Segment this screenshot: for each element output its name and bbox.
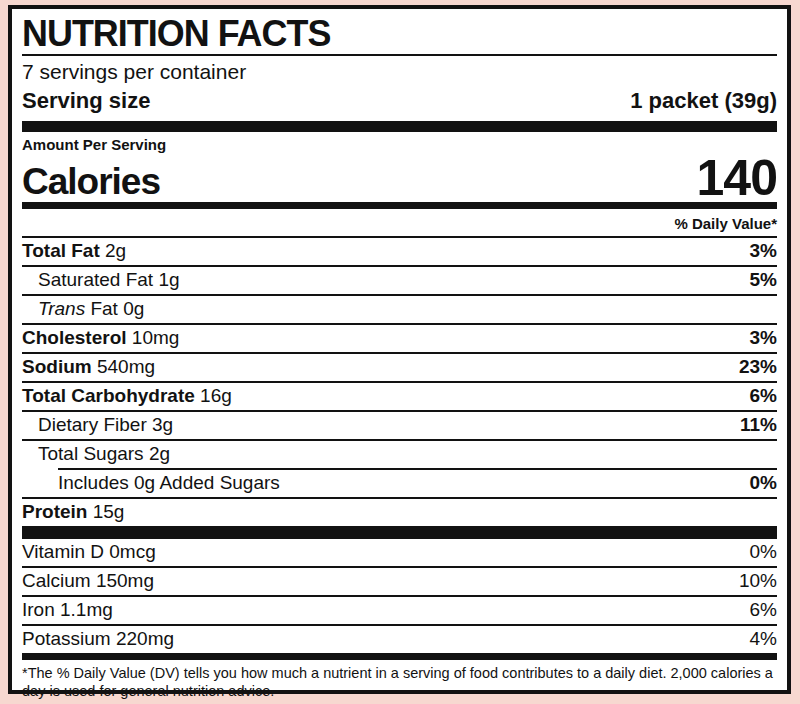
daily-value-percent: 0% xyxy=(750,541,777,563)
thick-divider-1 xyxy=(22,121,777,132)
nutrient-row: Total Carbohydrate 16g 6% xyxy=(22,381,777,410)
nutrient-row: Iron 1.1mg 6% xyxy=(22,595,777,624)
nutrient-name: Includes 0g Added Sugars xyxy=(58,472,280,494)
daily-value-percent: 4% xyxy=(750,628,777,650)
nutrient-name: Cholesterol 10mg xyxy=(22,327,179,349)
thick-divider-2 xyxy=(22,202,777,209)
nutrient-name: Saturated Fat 1g xyxy=(22,269,180,291)
nutrient-name: Calcium 150mg xyxy=(22,570,154,592)
serving-size-label: Serving size xyxy=(22,88,150,114)
nutrient-row: Total Sugars 2g xyxy=(22,439,777,468)
daily-value-percent: 11% xyxy=(740,414,777,436)
vitamin-mineral-rows: Vitamin D 0mcg 0% Calcium 150mg 10% Iron 1.1… xyxy=(22,539,777,653)
nutrient-name: Total Fat 2g xyxy=(22,240,126,262)
nutrient-row: Trans Fat 0g xyxy=(22,294,777,323)
nutrient-row: Total Fat 2g 3% xyxy=(22,236,777,265)
nutrient-row: Protein 15g xyxy=(22,497,777,526)
serving-size-row: Serving size 1 packet (39g) xyxy=(22,86,777,121)
daily-value-percent: 3% xyxy=(750,327,777,349)
main-nutrient-rows: Total Fat 2g 3% Saturated Fat 1g 5% Trans Fa… xyxy=(22,236,777,526)
calories-value: 140 xyxy=(697,158,777,199)
nutrient-row: Calcium 150mg 10% xyxy=(22,566,777,595)
nutrient-name: Potassium 220mg xyxy=(22,628,174,650)
nutrient-name: Dietary Fiber 3g xyxy=(22,414,173,436)
nutrient-name: Vitamin D 0mcg xyxy=(22,541,156,563)
nutrient-row: Saturated Fat 1g 5% xyxy=(22,265,777,294)
amount-per-serving: Amount Per Serving xyxy=(22,132,777,153)
nutrient-name: Protein 15g xyxy=(22,501,124,523)
daily-value-percent: 3% xyxy=(750,240,777,262)
daily-value-percent: 0% xyxy=(750,472,777,494)
thick-divider-3 xyxy=(22,526,777,539)
calories-label: Calories xyxy=(22,164,160,199)
nutrient-row: Sodium 540mg 23% xyxy=(22,352,777,381)
nutrient-row: Includes 0g Added Sugars 0% xyxy=(22,468,777,497)
nutrient-name: Iron 1.1mg xyxy=(22,599,113,621)
serving-size-value: 1 packet (39g) xyxy=(630,88,777,114)
nutrient-row: Potassium 220mg 4% xyxy=(22,624,777,653)
daily-value-percent: 23% xyxy=(739,356,777,378)
daily-value-percent: 6% xyxy=(750,385,777,407)
nutrient-row: Dietary Fiber 3g 11% xyxy=(22,410,777,439)
daily-value-footnote: *The % Daily Value (DV) tells you how mu… xyxy=(22,660,777,704)
daily-value-percent: 5% xyxy=(750,269,777,291)
nutrient-name: Total Carbohydrate 16g xyxy=(22,385,232,407)
calories-row: Calories 140 xyxy=(22,153,777,199)
nutrient-name: Sodium 540mg xyxy=(22,356,155,378)
daily-value-percent: 10% xyxy=(739,570,777,592)
label-title: NUTRITION FACTS xyxy=(22,11,754,54)
nutrient-name: Trans Fat 0g xyxy=(22,298,144,320)
nutrition-facts-label: NUTRITION FACTS 7 servings per container… xyxy=(8,5,791,694)
daily-value-header: % Daily Value* xyxy=(22,209,777,236)
daily-value-percent: 6% xyxy=(750,599,777,621)
thick-divider-4 xyxy=(22,653,777,660)
nutrient-name: Total Sugars 2g xyxy=(22,443,170,465)
servings-per-container: 7 servings per container xyxy=(22,56,777,86)
nutrient-row: Cholesterol 10mg 3% xyxy=(22,323,777,352)
nutrient-row: Vitamin D 0mcg 0% xyxy=(22,539,777,566)
